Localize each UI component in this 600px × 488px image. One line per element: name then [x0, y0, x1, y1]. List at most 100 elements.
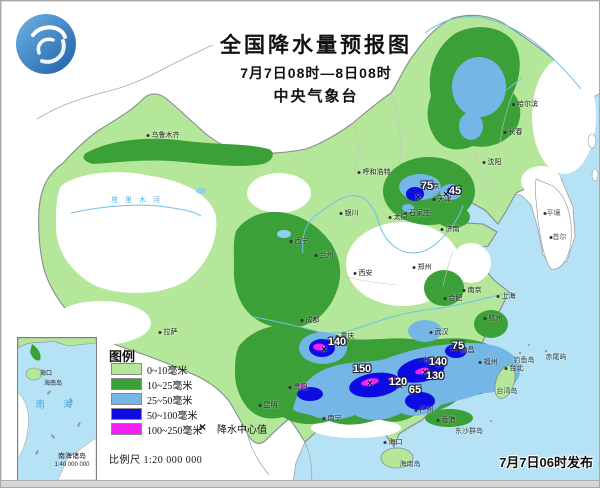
city-label: 台北: [504, 363, 524, 373]
precip-center-x-mark: ×: [397, 381, 403, 393]
island-label: 海南岛: [399, 461, 421, 468]
korea-peninsula: [534, 178, 572, 270]
city-label: 重庆: [335, 331, 355, 341]
inset-geometry: [18, 338, 96, 480]
city-dot: [404, 211, 407, 215]
forecast-period: 7月7日08时—8日08时: [240, 65, 392, 81]
city-label: 呼和浩特: [357, 167, 391, 177]
legend-swatch: [111, 378, 142, 390]
city-dot: [146, 133, 150, 137]
city-label: 福州: [478, 357, 498, 367]
city-label: 香港: [436, 415, 456, 425]
city-dot: [383, 440, 387, 444]
legend-label: 10~25毫米: [147, 381, 193, 392]
city-dot: [412, 265, 416, 269]
precip-center-x-mark: ×: [415, 192, 421, 204]
city-dot: [478, 360, 482, 364]
legend-title: 图例: [109, 349, 136, 364]
city-dot: [300, 318, 304, 322]
city-dot: [314, 253, 318, 257]
island-label: 台湾岛: [496, 388, 518, 395]
legend-label: 25~50毫米: [147, 396, 193, 407]
city-dot: [483, 316, 487, 320]
city-label: 济南: [440, 224, 460, 234]
city-label: 西安: [353, 268, 373, 278]
precip-center-x-mark: ×: [367, 378, 373, 390]
precip-center-value: 120: [388, 376, 408, 388]
precip-center-label: 降水中心值: [217, 425, 267, 436]
legend-label: 50~100毫米: [147, 411, 198, 422]
dry-zones: [51, 58, 596, 438]
map-scale: 比例尺 1:20 000 000: [109, 455, 203, 466]
precip-center-x-mark: ×: [408, 386, 414, 398]
city-dot: [429, 330, 433, 334]
city-label: 太原: [388, 212, 408, 222]
city-dot: [462, 288, 466, 292]
city-label: 昆明: [258, 400, 278, 410]
city-dot: [339, 211, 343, 215]
legend-label: 0~10毫米: [147, 366, 188, 377]
legend-swatch: [111, 423, 142, 435]
city-dot: [357, 170, 361, 174]
island-label: 东沙群岛: [455, 428, 483, 435]
city-dot: [432, 197, 436, 201]
city-label: 天津: [432, 194, 452, 204]
inset-haikou-label: 海口: [40, 371, 53, 377]
precip-center-value: 150: [352, 363, 372, 375]
page-title: 全国降水量预报图: [220, 34, 412, 57]
precip-center-value: 140: [428, 356, 448, 368]
precip-center-value: 140: [327, 336, 347, 348]
foreign-city-label: 平壤: [543, 208, 561, 218]
city-dot: [420, 184, 424, 188]
inset-sea-label: 南 海: [35, 399, 81, 410]
city-label: 上海: [496, 291, 516, 301]
precip-center-symbol: ×: [199, 420, 207, 434]
city-dot: [335, 334, 339, 338]
precip-center-value: 130: [425, 370, 445, 382]
city-label: 杭州: [483, 313, 503, 323]
inset-hainan-label: 海南岛: [44, 381, 63, 387]
city-label: 成都: [300, 315, 320, 325]
islet-dots: [490, 344, 548, 422]
agency-name: 中央气象台: [273, 88, 359, 105]
precip-center-value: 65: [408, 384, 422, 396]
city-label: 乌鲁木齐: [146, 130, 180, 140]
city-dot: [504, 366, 508, 370]
city-label: 郑州: [412, 262, 432, 272]
city-dot: [322, 416, 326, 420]
city-label: 贵阳: [288, 382, 308, 392]
island-label: 赤尾屿: [545, 354, 567, 361]
precip-center-value: 75: [420, 180, 434, 192]
inset-name-label: 南海诸岛: [58, 453, 86, 460]
city-label: 西宁: [289, 236, 309, 246]
city-label: 石家庄: [404, 208, 430, 218]
city-dot: [440, 227, 444, 231]
city-label: 武汉: [429, 327, 449, 337]
city-label: 南宁: [322, 413, 342, 423]
band-100-250-zones: [299, 343, 429, 389]
small-islands: [587, 133, 599, 182]
city-dot: [436, 418, 440, 422]
legend-swatch: [111, 393, 142, 405]
city-dot: [503, 130, 507, 134]
legend-swatch: [111, 363, 142, 375]
precip-center-x-mark: ×: [443, 189, 449, 201]
city-label: 沈阳: [482, 157, 502, 167]
city-label: 哈尔滨: [512, 99, 538, 109]
release-time: 7月7日06时发布: [499, 455, 593, 470]
city-dot: [289, 239, 293, 243]
bosten-lake: [196, 188, 206, 194]
precip-center-x-mark: ×: [321, 344, 327, 356]
city-dot: [353, 271, 357, 275]
city-label: 长春: [503, 127, 523, 137]
city-dot: [288, 385, 292, 389]
city-dot: [418, 358, 422, 362]
city-dot: [258, 403, 262, 407]
precip-center-x-mark: ×: [436, 359, 442, 371]
city-label: 拉萨: [158, 327, 178, 337]
city-dot: [543, 212, 547, 215]
city-dot: [158, 330, 162, 334]
foreign-city-label: 首尔: [549, 232, 567, 242]
